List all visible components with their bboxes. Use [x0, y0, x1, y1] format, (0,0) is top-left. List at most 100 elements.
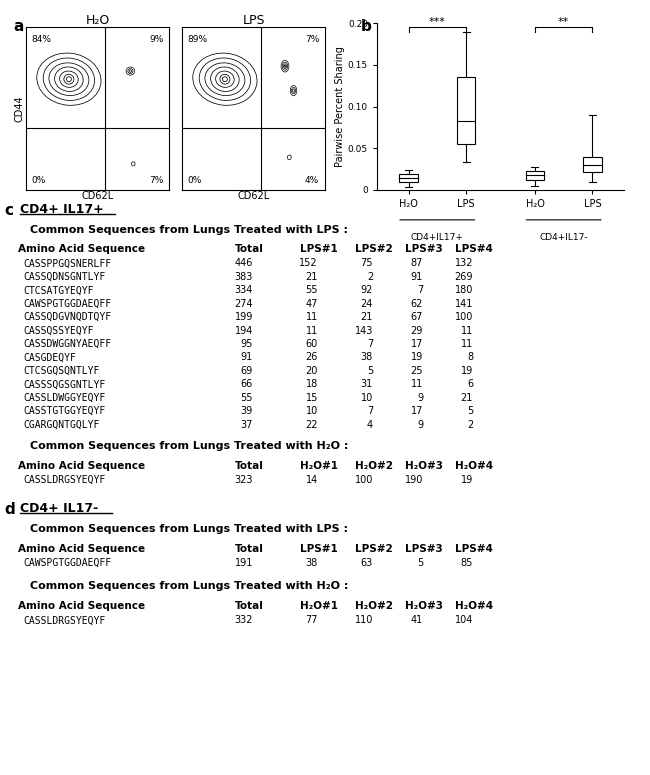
- Title: H₂O: H₂O: [85, 14, 110, 27]
- Text: 274: 274: [235, 298, 253, 308]
- Text: 67: 67: [411, 312, 423, 322]
- Text: 25: 25: [411, 366, 423, 376]
- Text: 0%: 0%: [188, 176, 202, 185]
- Text: CASSDWGGNYAEQFF: CASSDWGGNYAEQFF: [23, 339, 111, 349]
- Text: 11: 11: [461, 339, 473, 349]
- Text: Common Sequences from Lungs Treated with H₂O :: Common Sequences from Lungs Treated with…: [30, 581, 348, 591]
- Text: Amino Acid Sequence: Amino Acid Sequence: [18, 461, 145, 471]
- Text: 22: 22: [306, 419, 318, 429]
- Text: H₂O#3: H₂O#3: [405, 601, 443, 611]
- Text: CASSLDRGSYEQYF: CASSLDRGSYEQYF: [23, 615, 105, 625]
- Text: Amino Acid Sequence: Amino Acid Sequence: [18, 601, 145, 611]
- Text: 9: 9: [417, 393, 423, 403]
- Text: 132: 132: [454, 258, 473, 268]
- Text: LPS#3: LPS#3: [405, 244, 443, 254]
- Text: 191: 191: [235, 558, 253, 568]
- Text: CTCSATGYEQYF: CTCSATGYEQYF: [23, 285, 94, 295]
- Text: CD4+ IL17+: CD4+ IL17+: [20, 202, 104, 215]
- Text: 11: 11: [306, 326, 318, 336]
- Text: CASSTGTGGYEQYF: CASSTGTGGYEQYF: [23, 406, 105, 416]
- Bar: [399, 174, 418, 182]
- Text: Total: Total: [235, 601, 264, 611]
- Text: 104: 104: [454, 615, 473, 625]
- Text: H₂O#4: H₂O#4: [455, 461, 493, 471]
- Text: 11: 11: [461, 326, 473, 336]
- Text: H₂O#1: H₂O#1: [300, 601, 338, 611]
- Text: 92: 92: [361, 285, 373, 295]
- Text: CAWSPGTGGDAEQFF: CAWSPGTGGDAEQFF: [23, 558, 111, 568]
- Text: CTCSGQSQNTLYF: CTCSGQSQNTLYF: [23, 366, 99, 376]
- Y-axis label: Pairwise Percent Sharing: Pairwise Percent Sharing: [335, 46, 345, 167]
- Text: 10: 10: [306, 406, 318, 416]
- Text: 38: 38: [361, 353, 373, 363]
- Text: 87: 87: [411, 258, 423, 268]
- Text: 6: 6: [467, 379, 473, 389]
- Text: Amino Acid Sequence: Amino Acid Sequence: [18, 244, 145, 254]
- Text: CASSQDNSGNTLYF: CASSQDNSGNTLYF: [23, 272, 105, 282]
- Text: 95: 95: [240, 339, 253, 349]
- Text: 141: 141: [454, 298, 473, 308]
- Bar: [583, 157, 602, 171]
- Text: 11: 11: [306, 312, 318, 322]
- Text: 14: 14: [306, 475, 318, 485]
- Text: CASSLDWGGYEQYF: CASSLDWGGYEQYF: [23, 393, 105, 403]
- Text: 19: 19: [411, 353, 423, 363]
- Text: 38: 38: [306, 558, 318, 568]
- Text: Common Sequences from Lungs Treated with H₂O :: Common Sequences from Lungs Treated with…: [30, 441, 348, 451]
- Text: LPS#2: LPS#2: [355, 244, 393, 254]
- Text: 0%: 0%: [32, 176, 46, 185]
- Text: Total: Total: [235, 244, 264, 254]
- Text: CASSLDRGSYEQYF: CASSLDRGSYEQYF: [23, 475, 105, 485]
- Text: 75: 75: [361, 258, 373, 268]
- Y-axis label: CD44: CD44: [14, 95, 25, 122]
- Text: 21: 21: [306, 272, 318, 282]
- Text: CASSQSSYEQYF: CASSQSSYEQYF: [23, 326, 94, 336]
- Text: CAWSPGTGGDAEQFF: CAWSPGTGGDAEQFF: [23, 298, 111, 308]
- Text: H₂O#2: H₂O#2: [355, 461, 393, 471]
- Text: 7: 7: [417, 285, 423, 295]
- Text: 4: 4: [367, 419, 373, 429]
- Text: 84%: 84%: [32, 36, 52, 44]
- Text: 152: 152: [300, 258, 318, 268]
- Text: 21: 21: [461, 393, 473, 403]
- Text: 19: 19: [461, 366, 473, 376]
- Text: 89%: 89%: [188, 36, 208, 44]
- Text: 4%: 4%: [305, 176, 319, 185]
- Text: LPS#4: LPS#4: [455, 544, 493, 554]
- Text: 2: 2: [367, 272, 373, 282]
- Text: CGARGQNTGQLYF: CGARGQNTGQLYF: [23, 419, 99, 429]
- Text: CASSSQGSGNTLYF: CASSSQGSGNTLYF: [23, 379, 105, 389]
- Text: LPS#3: LPS#3: [405, 544, 443, 554]
- Text: 9: 9: [417, 419, 423, 429]
- Text: CD4+IL17+: CD4+IL17+: [411, 233, 463, 243]
- Text: LPS#1: LPS#1: [300, 244, 338, 254]
- Text: a: a: [13, 19, 23, 34]
- Text: 383: 383: [235, 272, 253, 282]
- Text: 19: 19: [461, 475, 473, 485]
- Text: 323: 323: [235, 475, 253, 485]
- Text: Common Sequences from Lungs Treated with LPS :: Common Sequences from Lungs Treated with…: [30, 524, 348, 534]
- Text: CASGDEQYF: CASGDEQYF: [23, 353, 76, 363]
- Text: 2: 2: [467, 419, 473, 429]
- Text: Total: Total: [235, 544, 264, 554]
- Text: 17: 17: [411, 406, 423, 416]
- Text: 5: 5: [367, 366, 373, 376]
- Text: LPS#1: LPS#1: [300, 544, 338, 554]
- Text: 41: 41: [411, 615, 423, 625]
- Text: Common Sequences from Lungs Treated with LPS :: Common Sequences from Lungs Treated with…: [30, 225, 348, 235]
- Text: 26: 26: [306, 353, 318, 363]
- Text: 18: 18: [306, 379, 318, 389]
- Text: 21: 21: [361, 312, 373, 322]
- Text: 29: 29: [411, 326, 423, 336]
- Text: 91: 91: [411, 272, 423, 282]
- Text: LPS#2: LPS#2: [355, 544, 393, 554]
- Text: 194: 194: [235, 326, 253, 336]
- Bar: [457, 78, 475, 144]
- Text: 60: 60: [306, 339, 318, 349]
- Text: 7: 7: [367, 339, 373, 349]
- Text: 62: 62: [411, 298, 423, 308]
- Text: 100: 100: [454, 312, 473, 322]
- Text: 7: 7: [367, 406, 373, 416]
- Text: 10: 10: [361, 393, 373, 403]
- Text: 100: 100: [355, 475, 373, 485]
